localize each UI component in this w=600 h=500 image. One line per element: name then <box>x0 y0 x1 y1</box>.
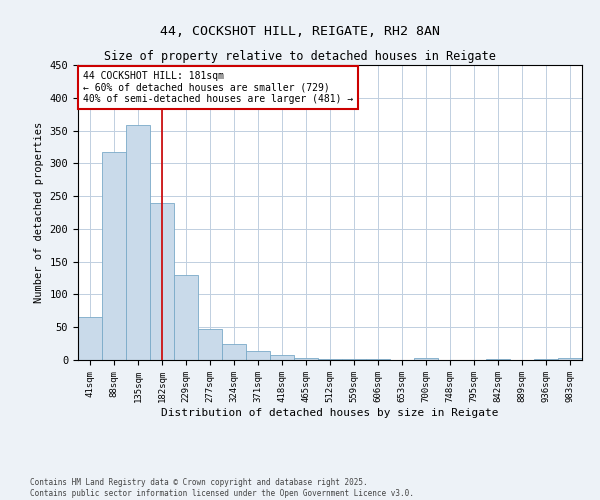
Bar <box>150 202 174 360</box>
Bar <box>78 318 102 360</box>
Bar <box>318 358 342 360</box>
Bar <box>126 126 150 360</box>
Bar <box>222 344 246 360</box>
Text: 44, COCKSHOT HILL, REIGATE, RH2 8AN: 44, COCKSHOT HILL, REIGATE, RH2 8AN <box>160 25 440 38</box>
Bar <box>294 358 318 360</box>
Bar <box>246 351 270 360</box>
Text: Size of property relative to detached houses in Reigate: Size of property relative to detached ho… <box>104 50 496 63</box>
Bar <box>414 358 438 360</box>
Bar <box>486 358 510 360</box>
X-axis label: Distribution of detached houses by size in Reigate: Distribution of detached houses by size … <box>161 408 499 418</box>
Text: 44 COCKSHOT HILL: 181sqm
← 60% of detached houses are smaller (729)
40% of semi-: 44 COCKSHOT HILL: 181sqm ← 60% of detach… <box>83 71 353 104</box>
Bar <box>102 152 126 360</box>
Text: Contains HM Land Registry data © Crown copyright and database right 2025.
Contai: Contains HM Land Registry data © Crown c… <box>30 478 414 498</box>
Bar <box>270 355 294 360</box>
Y-axis label: Number of detached properties: Number of detached properties <box>34 122 44 303</box>
Bar <box>174 275 198 360</box>
Bar <box>558 358 582 360</box>
Bar <box>198 328 222 360</box>
